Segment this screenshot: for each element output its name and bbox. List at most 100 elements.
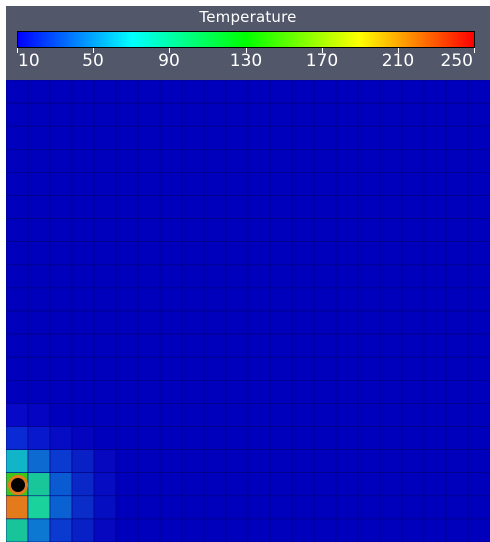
mesh-cell [401,172,425,196]
mesh-cell [335,80,359,104]
mesh-cell [115,241,139,266]
mesh-cell [159,379,183,404]
mesh-cell [27,379,51,404]
mesh-cell [115,195,139,219]
mesh-cell [379,333,403,358]
mesh-cell [313,241,337,266]
mesh-cell [6,518,29,542]
tick-label: 50 [82,51,104,71]
mesh-cell [313,426,337,450]
mesh-cell [423,356,447,381]
mesh-cell [159,356,183,381]
mesh-cell [71,495,95,520]
mesh-cell [137,125,161,150]
mesh-cell [93,356,117,381]
mesh-cell [6,287,29,312]
mesh-cell [423,403,447,427]
mesh-cell [445,241,469,266]
mesh-cell [445,172,469,196]
mesh-cell [115,472,139,497]
mesh-cell [445,518,469,542]
mesh-cell [225,426,249,450]
mesh-cell [401,379,425,404]
mesh-cell [71,426,95,450]
mesh-cell [115,80,139,104]
mesh-cell [27,102,51,127]
mesh-cell [181,495,205,520]
mesh-cell [291,449,315,474]
mesh-cell [335,426,359,450]
mesh-cell [401,403,425,427]
color-bar-tick-marks [6,48,490,54]
mesh-cell [291,195,315,219]
mesh-cell [467,287,490,312]
mesh-cell [313,472,337,497]
mesh-cell [247,287,271,312]
mesh-cell [357,426,381,450]
mesh-cell [203,403,227,427]
mesh-cell [247,426,271,450]
mesh-cell [445,102,469,127]
mesh-cell [159,287,183,312]
mesh-cell [27,287,51,312]
mesh-cell [225,102,249,127]
mesh-cell [335,195,359,219]
mesh-cell [467,80,490,104]
tick-label: 170 [305,51,339,71]
mesh-cell [291,287,315,312]
mesh-cell [357,310,381,335]
mesh-cell [335,287,359,312]
mesh-cell [225,149,249,173]
mesh-cell [247,195,271,219]
mesh-cell [137,218,161,243]
mesh-cell [93,102,117,127]
mesh-cell [379,495,403,520]
mesh-cell [115,149,139,173]
mesh-cell [49,426,73,450]
mesh-cell [401,125,425,150]
mesh-cell [225,310,249,335]
mesh-cell [181,333,205,358]
mesh-cell [93,426,117,450]
mesh-cell [335,149,359,173]
mesh-cell [137,264,161,289]
mesh-cell [181,241,205,266]
mesh-cell [93,333,117,358]
mesh-cell [445,264,469,289]
mesh-cell [203,149,227,173]
mesh-cell [247,241,271,266]
mesh-cell [137,426,161,450]
mesh-cell [6,195,29,219]
mesh-cell [6,449,29,474]
mesh-cell [269,518,293,542]
mesh-cell [71,333,95,358]
mesh-cell [335,472,359,497]
mesh-cell [181,125,205,150]
mesh-cell [71,356,95,381]
mesh-cell [445,287,469,312]
mesh-cell [93,449,117,474]
mesh-cell [49,333,73,358]
mesh-cell [93,472,117,497]
mesh-cell [423,518,447,542]
mesh-cell [269,218,293,243]
mesh-cell [357,102,381,127]
mesh-cell [93,310,117,335]
mesh-cell [467,264,490,289]
mesh-cell [335,449,359,474]
mesh-cell [379,518,403,542]
mesh-cell [269,495,293,520]
render-viewport[interactable]: Temperature 10 50 90 130 170 210 250 [6,6,490,542]
temperature-field[interactable] [6,80,490,542]
mesh-cell [115,264,139,289]
mesh-cell [49,356,73,381]
heat-source-marker [8,475,28,495]
mesh-cell [203,80,227,104]
mesh-cell [137,102,161,127]
mesh-cell [247,495,271,520]
mesh-cell [313,356,337,381]
mesh-cell [27,356,51,381]
mesh-cell [49,264,73,289]
mesh-cell [401,264,425,289]
mesh-cell [71,518,95,542]
